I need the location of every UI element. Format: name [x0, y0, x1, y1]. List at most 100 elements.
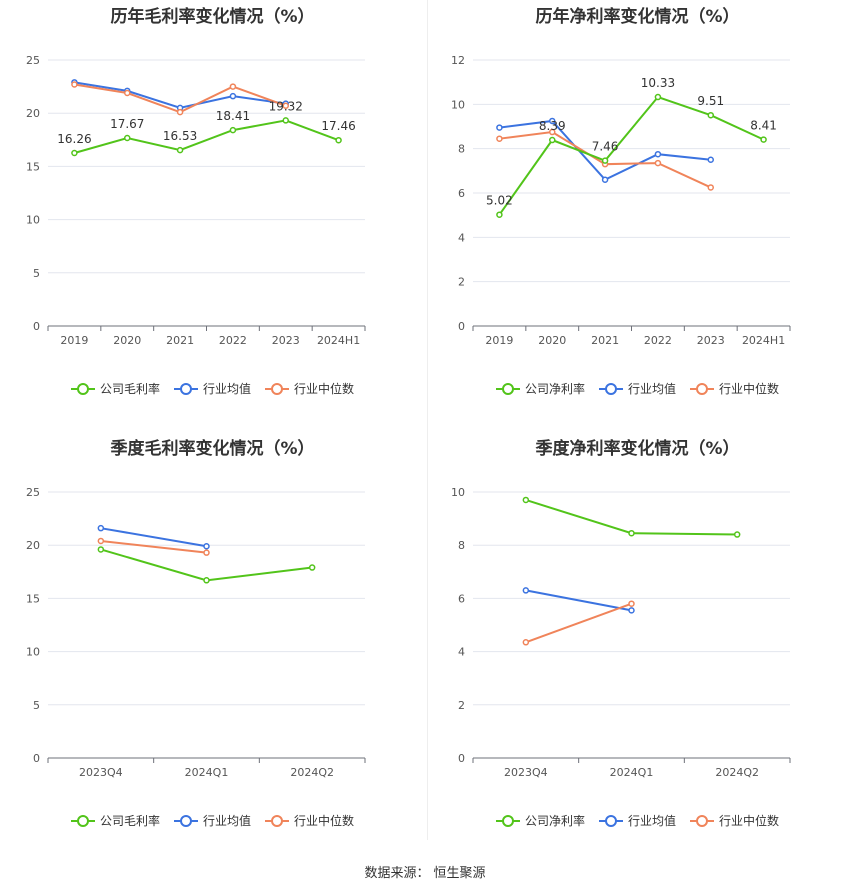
legend-swatch	[70, 814, 95, 827]
avg-point	[229, 92, 237, 100]
x-tick-label: 2024H1	[317, 334, 360, 347]
data-label: 16.26	[57, 132, 91, 146]
y-tick-label: 20	[26, 539, 40, 552]
y-tick-label: 10	[451, 486, 465, 499]
x-tick-label: 2024Q2	[715, 766, 759, 779]
avg-series-line	[100, 527, 207, 548]
legend-item-median[interactable]: 行业中位数	[690, 380, 779, 397]
legend-item-company[interactable]: 公司净利率	[495, 812, 585, 829]
median-point	[654, 159, 662, 167]
legend-item-company[interactable]: 公司毛利率	[70, 380, 160, 397]
x-tick-label: 2019	[485, 334, 513, 347]
x-tick-label: 2023	[697, 334, 725, 347]
legend-swatch	[495, 814, 520, 827]
y-tick-label: 6	[458, 187, 465, 200]
quarter-gross-panel: 季度毛利率变化情况（%） 0 5 10 15 20 25 2023Q4 2024Q1 2024Q…	[0, 432, 425, 862]
median-point	[707, 184, 714, 191]
avg-point	[654, 150, 662, 158]
y-tick-label: 25	[26, 54, 40, 67]
data-label: 10.33	[641, 76, 675, 90]
y-tick-label: 4	[458, 646, 465, 659]
legend-item-company[interactable]: 公司毛利率	[70, 812, 160, 829]
y-tick-label: 4	[458, 231, 465, 244]
y-tick-label: 0	[33, 320, 40, 333]
median-point	[124, 89, 131, 97]
x-tick-label: 2020	[538, 334, 566, 347]
data-label: 5.02	[486, 194, 513, 208]
quarter-net-panel: 季度净利率变化情况（%） 0 2 4 6 8 10 2023Q4 2024Q1 2024Q2 公…	[425, 432, 850, 862]
y-tick-label: 10	[26, 646, 40, 659]
legend-item-avg[interactable]: 行业均值	[598, 380, 676, 397]
chart-legend: 公司净利率 行业均值 行业中位数	[425, 812, 850, 830]
avg-point	[97, 524, 105, 532]
x-tick-label: 2023Q4	[504, 766, 548, 779]
y-tick-label: 15	[26, 160, 40, 173]
legend-item-avg[interactable]: 行业均值	[598, 812, 676, 829]
chart-title: 历年毛利率变化情况（%）	[110, 7, 315, 27]
company-point	[176, 146, 184, 154]
company-point	[282, 117, 289, 124]
chart-svg: 0 2 4 6 8 10 2023Q4 2024Q1 2024Q2	[451, 486, 791, 779]
legend-label: 行业均值	[627, 814, 676, 828]
avg-point	[522, 587, 530, 594]
avg-point	[707, 156, 714, 163]
x-tick-label: 2021	[166, 334, 194, 347]
y-tick-label: 5	[33, 267, 40, 280]
legend-item-median[interactable]: 行业中位数	[265, 812, 354, 829]
data-label: 7.46	[592, 140, 619, 154]
legend-label: 公司毛利率	[99, 814, 160, 828]
median-point	[97, 537, 105, 545]
chart-title: 季度毛利率变化情况（%）	[110, 439, 315, 459]
legend-swatch	[690, 814, 714, 827]
legend-label: 行业中位数	[294, 814, 355, 828]
source-label: 数据来源：	[364, 866, 430, 881]
legend-swatch	[173, 382, 198, 395]
y-tick-label: 0	[458, 752, 465, 765]
legend-label: 行业均值	[202, 814, 251, 828]
company-point	[760, 136, 767, 143]
y-tick-label: 2	[458, 699, 465, 712]
avg-point	[601, 176, 609, 183]
data-label: 9.51	[697, 94, 724, 108]
chart-legend: 公司毛利率 行业均值 行业中位数	[0, 812, 425, 830]
x-tick-label: 2023	[272, 334, 300, 347]
y-tick-label: 15	[26, 592, 40, 605]
median-point	[176, 108, 184, 116]
legend-label: 公司净利率	[524, 814, 585, 828]
median-point	[229, 83, 237, 90]
company-point	[203, 577, 210, 584]
company-point	[601, 157, 609, 164]
y-tick-label: 25	[26, 486, 40, 499]
company-point	[308, 564, 316, 571]
company-point	[522, 496, 530, 504]
chart-svg: 0 5 10 15 20 25 2019 2020 2021 2022 2023 2024H1 16.2…	[26, 54, 366, 347]
company-point	[97, 546, 105, 553]
data-source-note: 数据来源： 恒生聚源	[0, 862, 850, 881]
data-label: 17.46	[321, 119, 355, 133]
y-tick-label: 0	[33, 752, 40, 765]
y-tick-label: 0	[458, 320, 465, 333]
x-tick-label: 2024Q2	[290, 766, 334, 779]
company-point	[654, 93, 662, 101]
company-point	[229, 126, 237, 134]
legend-item-median[interactable]: 行业中位数	[265, 380, 354, 397]
chart-title: 历年净利率变化情况（%）	[535, 7, 740, 27]
data-label: 18.41	[216, 109, 250, 123]
legend-item-company[interactable]: 公司净利率	[495, 380, 585, 397]
legend-item-avg[interactable]: 行业均值	[173, 380, 251, 397]
median-series-line	[100, 539, 207, 554]
x-tick-label: 2019	[60, 334, 88, 347]
legend-item-median[interactable]: 行业中位数	[690, 812, 779, 829]
chart-svg: 0 2 4 6 8 10 12 2019 2020 2021 2022 2023 2024H1 5.02 8…	[451, 54, 791, 347]
legend-item-avg[interactable]: 行业均值	[173, 812, 251, 829]
legend-swatch	[265, 814, 289, 827]
legend-swatch	[598, 382, 623, 395]
company-point	[733, 531, 741, 538]
x-tick-label: 2020	[113, 334, 141, 347]
avg-point	[628, 607, 635, 614]
median-series-line	[525, 602, 632, 644]
legend-swatch	[265, 382, 289, 395]
legend-swatch	[495, 382, 520, 395]
median-point	[549, 128, 556, 136]
data-label: 17.67	[110, 117, 144, 131]
